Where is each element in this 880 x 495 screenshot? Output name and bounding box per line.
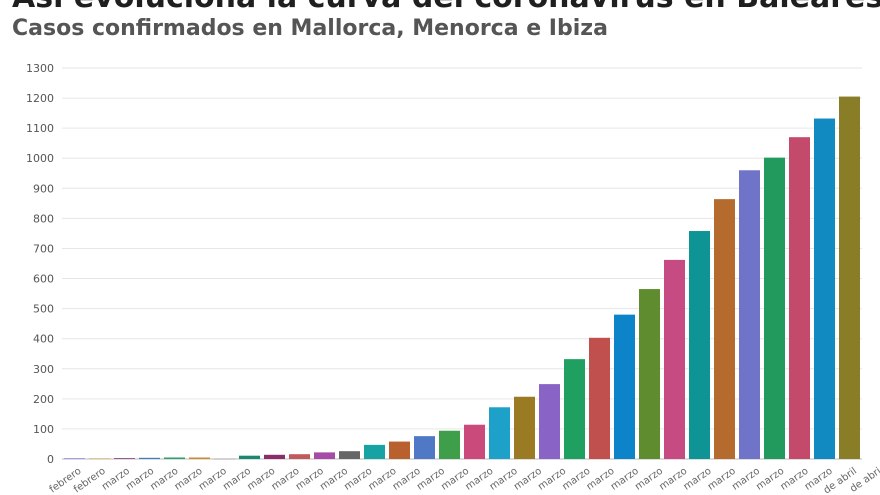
bar	[789, 137, 810, 459]
y-tick-label: 400	[33, 333, 54, 346]
bar	[564, 359, 585, 459]
y-tick-label: 600	[33, 273, 54, 286]
bar	[64, 458, 85, 459]
bar	[739, 170, 760, 459]
bar	[389, 441, 410, 459]
bar	[489, 407, 510, 459]
y-tick-label: 1000	[26, 152, 54, 165]
bar	[264, 454, 285, 459]
y-axis-ticks: 0 100 200 300 400 500 600 700 800 900 1000 1100 1200…	[26, 62, 54, 466]
y-tick-label: 100	[33, 423, 54, 436]
y-tick-label: 0	[47, 453, 54, 466]
y-tick-label: 200	[33, 393, 54, 406]
bar	[664, 259, 685, 459]
x-axis-labels: febrerofebreromarzomarzomarzomarzomarzom…	[48, 466, 880, 495]
bar	[614, 314, 635, 459]
bar	[439, 430, 460, 459]
y-tick-label: 1300	[26, 62, 54, 75]
bar	[114, 458, 135, 459]
chart-title: Así evoluciona la curva del coronavirus …	[12, 0, 880, 15]
bar	[139, 457, 160, 459]
bar	[514, 396, 535, 459]
bar	[839, 96, 860, 459]
bar	[414, 436, 435, 459]
bar	[364, 444, 385, 459]
bars	[64, 96, 860, 460]
y-tick-label: 900	[33, 182, 54, 195]
y-tick-label: 1100	[26, 122, 54, 135]
bar	[189, 457, 210, 459]
y-tick-label: 300	[33, 363, 54, 376]
bar	[464, 424, 485, 459]
bar	[164, 457, 185, 459]
bar	[239, 455, 260, 459]
y-tick-label: 700	[33, 242, 54, 255]
y-tick-label: 1200	[26, 92, 54, 105]
bar	[89, 458, 110, 459]
y-tick-label: 500	[33, 303, 54, 316]
chart-subtitle: Casos confirmados en Mallorca, Menorca e…	[12, 16, 608, 41]
bar	[589, 337, 610, 459]
bar	[339, 451, 360, 459]
bar	[714, 199, 735, 459]
bar	[314, 452, 335, 459]
bar	[639, 289, 660, 459]
bar	[764, 157, 785, 459]
bar	[689, 231, 710, 459]
bar	[214, 458, 235, 460]
bar	[539, 384, 560, 459]
bar	[289, 454, 310, 459]
bar	[814, 118, 835, 459]
y-tick-label: 800	[33, 212, 54, 225]
